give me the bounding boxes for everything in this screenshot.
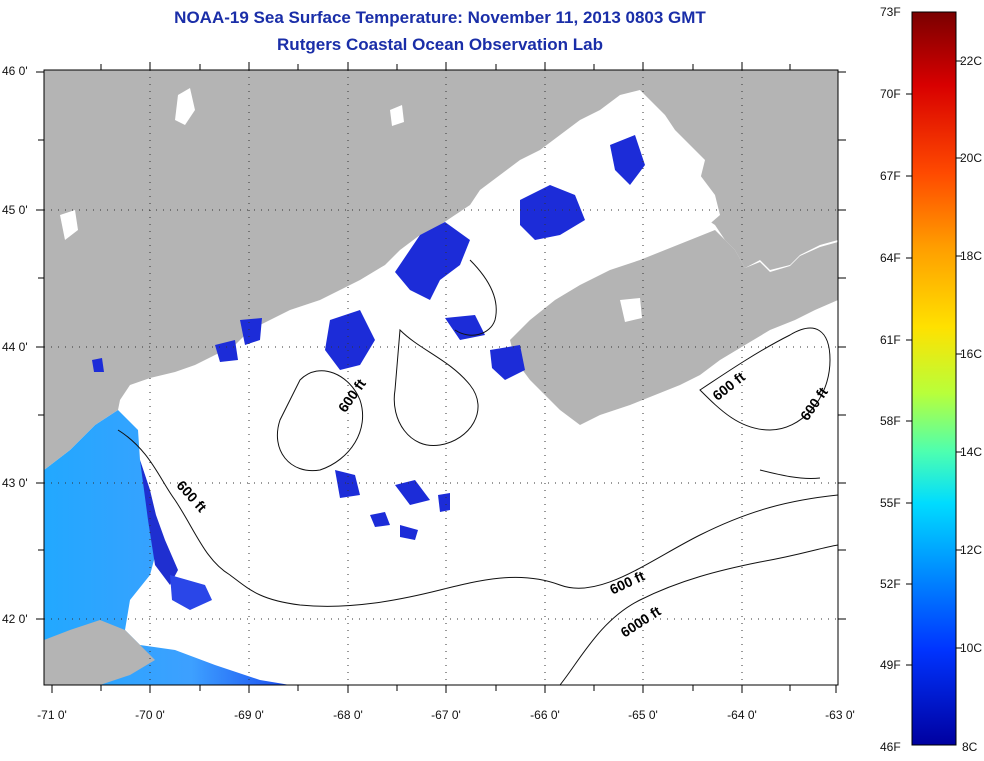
colorbar-label-f: 64F bbox=[880, 251, 901, 265]
map-subtitle: Rutgers Coastal Ocean Observation Lab bbox=[277, 35, 603, 54]
lat-label: 45 0' bbox=[2, 203, 28, 217]
lat-label: 43 0' bbox=[2, 476, 28, 490]
map-title: NOAA-19 Sea Surface Temperature: Novembe… bbox=[174, 8, 706, 27]
lon-label: -69 0' bbox=[234, 708, 264, 722]
sst-fringe bbox=[170, 575, 212, 610]
bay-of-fundy bbox=[470, 150, 720, 330]
land-nova-scotia bbox=[510, 230, 838, 685]
map-frame bbox=[43, 69, 839, 686]
colorbar-label-f: 55F bbox=[880, 496, 901, 510]
colorbar-ticks bbox=[906, 60, 962, 666]
lon-label: -67 0' bbox=[431, 708, 461, 722]
colorbar-label-f: 67F bbox=[880, 169, 901, 183]
sst-fringe bbox=[140, 460, 178, 585]
colorbar-label-f: 70F bbox=[880, 87, 901, 101]
land-cape-cod bbox=[44, 620, 155, 685]
colorbar-label-c: 10C bbox=[960, 641, 983, 655]
colorbar-label-c: 22C bbox=[960, 54, 983, 68]
lon-label: -64 0' bbox=[727, 708, 757, 722]
colorbar-label-f: 49F bbox=[880, 658, 901, 672]
colorbar-label-c: 12C bbox=[960, 543, 983, 557]
colorbar-label-f: 58F bbox=[880, 414, 901, 428]
sst-patches bbox=[92, 135, 645, 540]
colorbar-label-f: 46F bbox=[880, 740, 901, 754]
colorbar-label-f: 52F bbox=[880, 577, 901, 591]
colorbar bbox=[911, 11, 957, 746]
colorbar-label-c: 20C bbox=[960, 151, 983, 165]
inland-lakes bbox=[60, 88, 642, 322]
lon-label: -71 0' bbox=[37, 708, 67, 722]
lon-label: -65 0' bbox=[628, 708, 658, 722]
lat-label: 42 0' bbox=[2, 612, 28, 626]
lon-label: -68 0' bbox=[333, 708, 363, 722]
sst-coastal-warm-band bbox=[44, 410, 290, 685]
lon-label: -63 0' bbox=[825, 708, 855, 722]
lon-label: -66 0' bbox=[530, 708, 560, 722]
colorbar-label-c: 8C bbox=[962, 740, 978, 754]
land-mainland bbox=[44, 70, 838, 470]
lat-label: 44 0' bbox=[2, 340, 28, 354]
lat-label: 46 0' bbox=[2, 64, 28, 78]
colorbar-label-c: 18C bbox=[960, 249, 983, 263]
lon-label: -70 0' bbox=[135, 708, 165, 722]
colorbar-label-c: 16C bbox=[960, 347, 983, 361]
frame-ticks bbox=[36, 62, 846, 693]
bathymetry-contours bbox=[117, 259, 838, 685]
colorbar-label-f: 73F bbox=[880, 5, 901, 19]
colorbar-label-f: 61F bbox=[880, 333, 901, 347]
colorbar-label-c: 14C bbox=[960, 445, 983, 459]
